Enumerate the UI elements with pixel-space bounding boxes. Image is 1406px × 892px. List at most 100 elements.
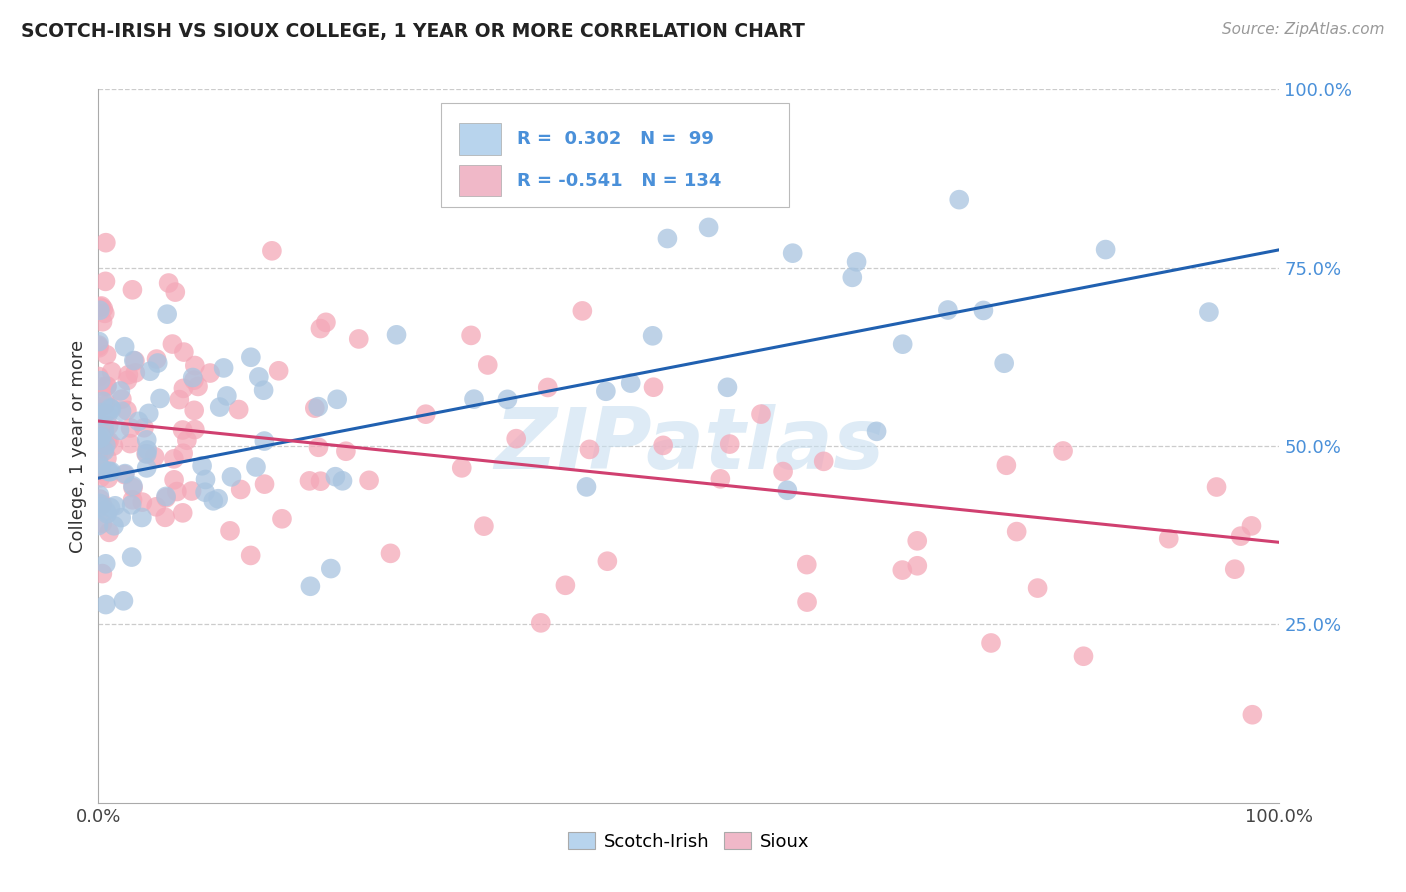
Point <box>135 433 157 447</box>
Point <box>641 328 664 343</box>
Point <box>100 500 122 515</box>
Point <box>304 401 326 416</box>
Point <box>496 392 519 407</box>
Point <box>128 414 150 428</box>
Point <box>91 498 114 512</box>
Point <box>993 356 1015 370</box>
Point <box>155 490 177 504</box>
Point <box>657 231 679 245</box>
Point <box>307 400 329 414</box>
Point <box>90 431 112 445</box>
Point <box>187 379 209 393</box>
Point <box>252 383 274 397</box>
Point <box>247 370 270 384</box>
Point <box>326 392 349 407</box>
Point <box>124 354 146 368</box>
Point <box>450 461 472 475</box>
Point <box>87 338 110 352</box>
Point <box>202 493 225 508</box>
Point <box>183 373 205 387</box>
Text: R =  0.302   N =  99: R = 0.302 N = 99 <box>516 130 713 148</box>
Point <box>936 303 959 318</box>
Point <box>87 334 110 349</box>
Point <box>1240 519 1263 533</box>
Point <box>91 566 114 581</box>
Point <box>1005 524 1028 539</box>
Point <box>325 469 347 483</box>
Point <box>122 481 145 495</box>
Point <box>87 339 110 353</box>
Point <box>716 380 738 394</box>
Point <box>163 451 186 466</box>
Point <box>1205 480 1227 494</box>
Point <box>183 403 205 417</box>
Point <box>93 379 115 393</box>
Point <box>89 471 111 485</box>
Point <box>749 407 772 421</box>
Point <box>103 518 125 533</box>
Point <box>91 516 114 530</box>
Point <box>299 579 322 593</box>
Point <box>100 401 122 415</box>
Point <box>1223 562 1246 576</box>
Point <box>89 425 111 439</box>
Point <box>98 465 121 479</box>
Point <box>91 315 114 329</box>
Point <box>596 554 619 568</box>
Point <box>307 440 329 454</box>
Point <box>115 403 138 417</box>
Point <box>93 424 115 438</box>
Point <box>595 384 617 399</box>
Point <box>194 485 217 500</box>
Point <box>94 598 117 612</box>
Point <box>253 434 276 448</box>
Point <box>90 374 112 388</box>
Point <box>156 307 179 321</box>
Point <box>114 340 136 354</box>
Point <box>97 418 120 433</box>
Point <box>1198 305 1220 319</box>
Point <box>89 488 111 502</box>
Point <box>91 431 114 445</box>
Point <box>1229 529 1251 543</box>
Point <box>172 423 194 437</box>
FancyBboxPatch shape <box>458 123 501 155</box>
Point <box>153 510 176 524</box>
Point <box>505 432 527 446</box>
Point <box>94 306 117 320</box>
Point <box>198 366 221 380</box>
Point <box>89 500 111 514</box>
Text: ZIPatlas: ZIPatlas <box>494 404 884 488</box>
Point <box>905 533 928 548</box>
Point <box>239 549 262 563</box>
Point <box>1241 707 1264 722</box>
Point <box>319 561 342 575</box>
Point <box>89 496 111 510</box>
Point <box>176 434 198 448</box>
Point <box>776 483 799 498</box>
Point <box>162 337 184 351</box>
Point <box>120 421 142 435</box>
Point <box>169 392 191 407</box>
Point <box>229 483 252 497</box>
Point <box>260 244 283 258</box>
Point <box>98 525 121 540</box>
Point <box>718 437 741 451</box>
Point <box>184 359 207 373</box>
Point <box>87 402 110 417</box>
Point <box>219 524 242 538</box>
Point <box>891 337 914 351</box>
Point <box>114 467 136 482</box>
Point <box>157 276 180 290</box>
Point <box>571 304 593 318</box>
Point <box>103 439 125 453</box>
Point <box>93 425 115 440</box>
Point <box>813 454 835 468</box>
Point <box>120 436 142 450</box>
Point <box>460 328 482 343</box>
Point <box>94 557 117 571</box>
Point <box>138 406 160 420</box>
Point <box>90 461 112 475</box>
Point <box>93 418 115 433</box>
Point <box>1026 581 1049 595</box>
